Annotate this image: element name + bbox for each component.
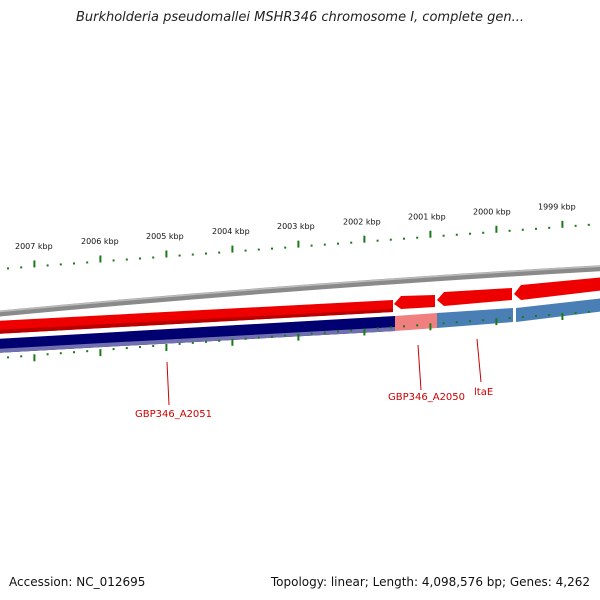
top-ruler	[7, 220, 590, 270]
feature-label-a2050[interactable]: GBP346_A2050	[388, 392, 465, 403]
map-title: Burkholderia pseudomallei MSHR346 chromo…	[75, 10, 525, 25]
scale-labels: 2007 kbp 2006 kbp 2005 kbp 2004 kbp 2003 kbp…	[15, 203, 576, 251]
accession-text: Accession: NC_012695	[9, 575, 146, 589]
forward-gene-arrow-1[interactable]	[394, 295, 435, 309]
leader-line-ltae	[476, 338, 482, 383]
scale-label: 2003 kbp	[277, 222, 315, 231]
leader-line-a2050	[417, 344, 422, 391]
scale-label: 2004 kbp	[212, 227, 250, 236]
backbone-highlight	[0, 265, 600, 313]
forward-gene-arrow-2[interactable]	[437, 288, 512, 306]
bottom-ruler	[7, 310, 590, 362]
feature-label-ltae[interactable]: ltaE	[474, 387, 493, 398]
reverse-gene-light-2[interactable]	[516, 298, 600, 322]
leader-line-a2051	[166, 361, 170, 406]
backbone-track	[0, 265, 600, 317]
scale-label: 2001 kbp	[408, 212, 446, 221]
reverse-gene-light[interactable]	[437, 308, 513, 328]
scale-label: 1999 kbp	[538, 203, 576, 212]
forward-gene-arrow-3[interactable]	[514, 277, 600, 300]
scale-label: 2006 kbp	[81, 237, 119, 246]
reverse-gene-pink[interactable]	[395, 313, 437, 331]
feature-label-a2051[interactable]: GBP346_A2051	[135, 409, 212, 420]
reverse-gene-dark-shade	[0, 327, 395, 353]
scale-label: 2005 kbp	[146, 232, 184, 241]
scale-label: 2007 kbp	[15, 242, 53, 251]
scale-label: 2000 kbp	[473, 208, 511, 217]
topology-summary: Topology: linear; Length: 4,098,576 bp; …	[270, 575, 590, 589]
forward-gene-left-shade	[0, 309, 393, 334]
scale-label: 2002 kbp	[343, 217, 381, 226]
